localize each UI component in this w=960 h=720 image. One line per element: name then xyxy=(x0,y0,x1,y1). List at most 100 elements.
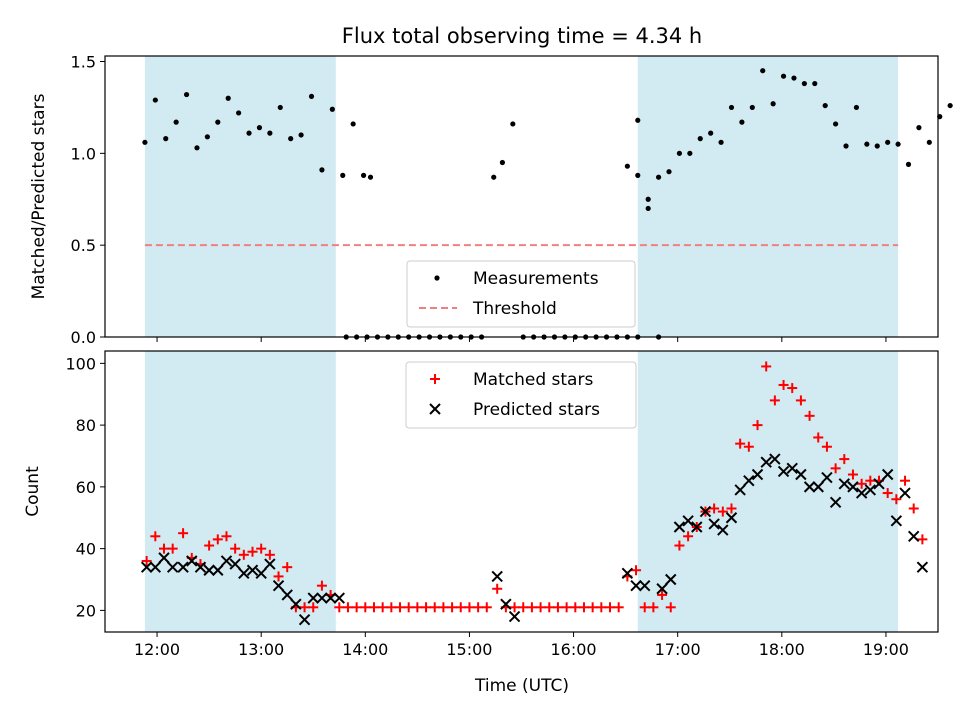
predicted-star-point xyxy=(786,462,798,475)
matched-star-point xyxy=(761,361,772,372)
matched-star-point xyxy=(464,602,475,613)
matched-star-point xyxy=(856,478,867,489)
measurement-point xyxy=(822,102,828,109)
matched-star-point xyxy=(552,602,563,613)
measurement-point xyxy=(635,117,641,123)
predicted-star-point xyxy=(186,555,198,567)
matched-star-point xyxy=(587,602,598,613)
matched-star-point xyxy=(631,565,642,576)
count-y-tick-label: 60 xyxy=(76,478,96,497)
predicted-star-point xyxy=(324,592,337,604)
matched-star-point xyxy=(882,488,893,499)
predicted-star-point xyxy=(298,613,311,626)
matched-star-point xyxy=(167,543,178,554)
measurement-point xyxy=(687,150,693,156)
matched-star-point xyxy=(605,602,616,613)
matched-star-point xyxy=(473,602,484,613)
measurement-point xyxy=(173,119,179,125)
matched-star-point xyxy=(308,602,319,613)
ratio-y-axis-label: Matched/Predicted stars xyxy=(29,93,49,299)
predicted-star-point xyxy=(333,592,345,604)
count-y-tick-label: 40 xyxy=(76,540,96,559)
matched-star-point xyxy=(709,503,720,514)
predicted-star-point xyxy=(760,456,772,468)
predicted-star-point xyxy=(508,610,521,623)
matched-star-point xyxy=(648,602,659,613)
predicted-star-point xyxy=(158,552,170,564)
measurement-point xyxy=(812,80,818,87)
measurement-point xyxy=(340,172,346,178)
measurement-point xyxy=(350,121,356,127)
matched-star-point xyxy=(726,503,737,514)
measurement-point xyxy=(739,119,745,125)
ratio-observing-span-1 xyxy=(637,56,899,337)
predicted-star-point xyxy=(682,515,694,527)
matched-star-point xyxy=(256,543,267,554)
measurement-point xyxy=(142,139,148,145)
measurement-point xyxy=(708,130,714,136)
predicted-star-point xyxy=(491,570,503,583)
matched-star-point xyxy=(342,602,353,613)
x-tick-label: 16:00 xyxy=(551,640,597,659)
predicted-star-point xyxy=(272,579,285,592)
legend-measurements-marker xyxy=(434,275,440,281)
legend-predicted-label: Predicted stars xyxy=(473,400,600,420)
predicted-star-point xyxy=(803,481,816,493)
measurement-point xyxy=(360,172,367,178)
measurement-point xyxy=(926,139,932,145)
measurement-point xyxy=(718,139,724,145)
legend-cross-glyph xyxy=(429,403,441,415)
measurement-point xyxy=(256,125,263,131)
predicted-star-point xyxy=(751,468,764,481)
matched-star-point xyxy=(578,602,589,613)
measurement-point xyxy=(801,80,807,87)
measurement-point xyxy=(676,150,683,156)
predicted-star-point xyxy=(829,496,842,509)
matched-star-point xyxy=(368,602,379,613)
predicted-star-point xyxy=(795,468,807,481)
predicted-star-point xyxy=(212,564,224,576)
matched-star-point xyxy=(377,602,388,613)
measurement-point xyxy=(895,141,901,147)
matched-star-point xyxy=(334,602,345,613)
matched-star-point xyxy=(544,602,555,613)
matched-star-point xyxy=(908,503,919,514)
matched-star-point xyxy=(351,602,362,613)
predicted-star-point xyxy=(907,530,920,542)
x-tick-label: 18:00 xyxy=(759,640,805,659)
matched-star-point xyxy=(447,602,458,613)
matched-star-point xyxy=(212,534,223,545)
matched-star-point xyxy=(900,475,911,486)
ratio-y-tick-label: 0.5 xyxy=(71,236,96,255)
matched-star-point xyxy=(570,602,581,613)
matched-star-point xyxy=(141,555,152,566)
measurement-point xyxy=(329,106,335,112)
predicted-star-point xyxy=(220,555,233,567)
measurement-point xyxy=(510,121,516,127)
measurement-point xyxy=(791,75,797,81)
measurement-point xyxy=(885,139,891,145)
legend-plus-glyph xyxy=(430,374,440,384)
predicted-star-point xyxy=(307,592,319,604)
matched-star-point xyxy=(735,438,746,449)
measurement-point xyxy=(770,101,776,107)
measurement-point xyxy=(905,161,912,167)
predicted-star-point xyxy=(769,453,781,465)
predicted-star-point xyxy=(203,564,215,576)
matched-star-point xyxy=(535,602,546,613)
measurement-point xyxy=(246,130,252,136)
measurement-point xyxy=(645,205,651,212)
measurement-point xyxy=(236,110,242,116)
matched-star-point xyxy=(839,454,850,465)
predicted-star-point xyxy=(630,579,642,592)
x-tick-label: 15:00 xyxy=(446,640,492,659)
measurement-point xyxy=(947,102,953,109)
count-plot-frame xyxy=(104,350,939,633)
predicted-star-point xyxy=(290,598,302,610)
x-tick-label: 13:00 xyxy=(238,640,284,659)
measurement-point xyxy=(204,134,210,140)
predicted-star-point xyxy=(847,481,859,493)
predicted-star-point xyxy=(699,505,712,518)
predicted-star-point xyxy=(673,521,686,533)
